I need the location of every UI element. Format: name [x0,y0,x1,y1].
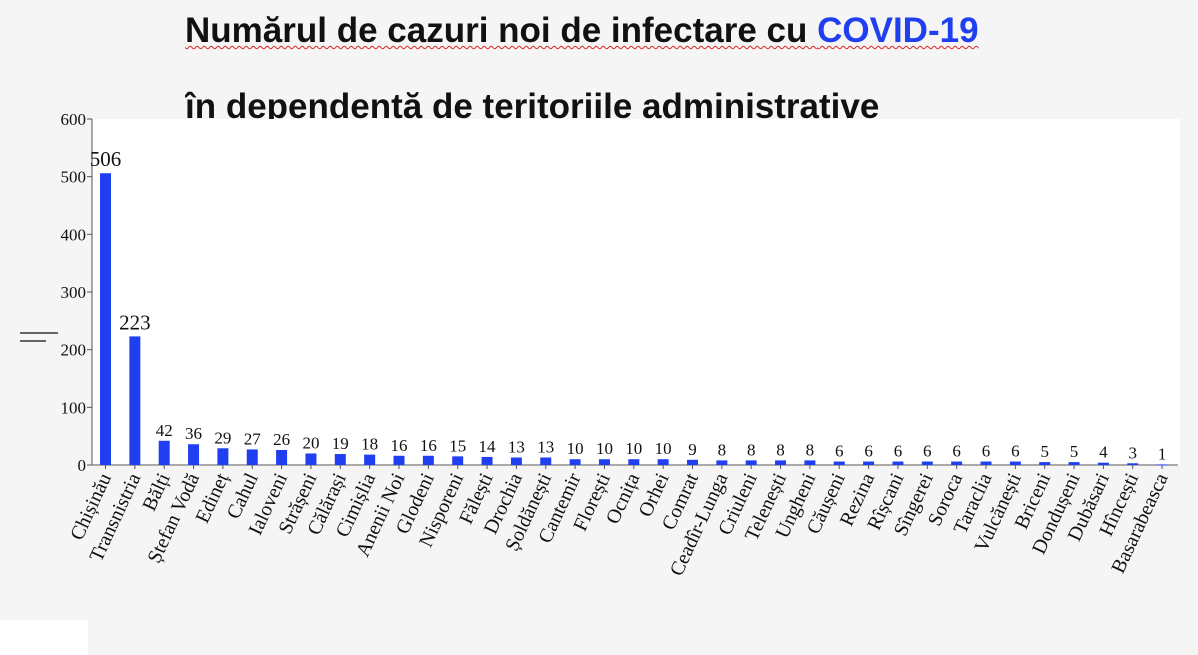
bar [1039,462,1051,465]
data-label: 8 [718,440,727,459]
y-tick-label: 600 [61,110,87,129]
axes [91,119,1178,466]
title-covid-link[interactable]: COVID-19 [817,11,979,50]
bar [364,454,376,465]
bar [1009,461,1021,465]
bar [305,453,317,465]
plot-area [92,119,1180,466]
bar [129,336,141,465]
bar [921,461,933,465]
data-label: 27 [244,429,262,448]
y-tick-label: 300 [61,283,87,302]
bars [100,173,1168,466]
data-label: 10 [655,439,672,458]
data-label: 5 [1070,442,1079,461]
bar [481,456,493,465]
bar [892,461,904,465]
bar [452,456,464,465]
bar [833,461,845,465]
chart-subtitle: în dependență de teritoriile administrat… [185,88,880,119]
data-label: 6 [894,442,903,461]
data-label: 8 [747,440,756,459]
bar [276,450,288,465]
data-label: 1 [1158,444,1167,463]
data-label: 14 [479,437,497,456]
data-label: 5 [1040,442,1049,461]
data-label: 4 [1099,443,1108,462]
data-label: 13 [537,438,554,457]
data-label: 6 [952,442,961,461]
y-tick-label: 400 [61,225,87,244]
data-label: 19 [332,434,349,453]
bar [158,440,170,465]
data-label: 8 [806,440,815,459]
bar [1156,464,1168,466]
y-tick-label: 500 [61,168,87,187]
chart-title: Numărul de cazuri noi de infectare cu CO… [185,12,1085,50]
bar [687,459,698,465]
bar [980,461,992,465]
bar [657,459,669,465]
bar [1068,462,1080,465]
data-label: 18 [361,435,378,454]
data-label: 6 [1011,442,1020,461]
data-label: 10 [625,439,642,458]
data-label: 36 [185,424,202,443]
y-tick-label: 100 [61,398,87,417]
data-label: 29 [214,428,231,447]
data-label: 16 [391,436,408,455]
y-axis-ticks: 0 100 200 300 400 500 600 [61,110,92,475]
blank-panel [0,620,88,655]
bar [951,461,963,465]
bar [628,459,640,465]
y-tick-label: 0 [78,456,87,475]
bar [1097,462,1109,465]
bar [100,173,111,465]
bar [598,459,610,465]
data-label: 26 [273,430,290,449]
bar [540,457,552,465]
data-label: 6 [923,442,932,461]
bar [716,460,728,465]
bar [422,455,434,465]
data-label: 8 [776,440,785,459]
bar [745,460,757,465]
bar [775,460,787,465]
bar [804,460,816,465]
data-label: 6 [835,442,844,461]
data-label: 6 [864,442,873,461]
data-label: 10 [567,439,584,458]
data-label: 16 [420,436,437,455]
data-label: 13 [508,438,525,457]
data-label: 3 [1129,443,1138,462]
bar [188,444,200,465]
data-label: 6 [982,442,991,461]
bar [217,448,229,465]
bar [569,459,581,465]
y-tick-label: 200 [61,341,87,360]
data-label: 42 [156,421,173,440]
bar [334,454,346,465]
data-label: 506 [90,147,122,171]
data-label: 223 [119,310,151,334]
bar [1127,463,1139,465]
data-label: 15 [449,436,466,455]
bar [393,455,405,465]
title-text: Numărul de cazuri noi de infectare cu [185,11,818,50]
data-label: 9 [688,440,697,459]
bar [510,457,522,465]
data-label: 10 [596,439,613,458]
legend-key-icon [20,332,58,342]
data-label: 20 [302,433,319,452]
bar [246,449,258,465]
bar [863,461,875,465]
